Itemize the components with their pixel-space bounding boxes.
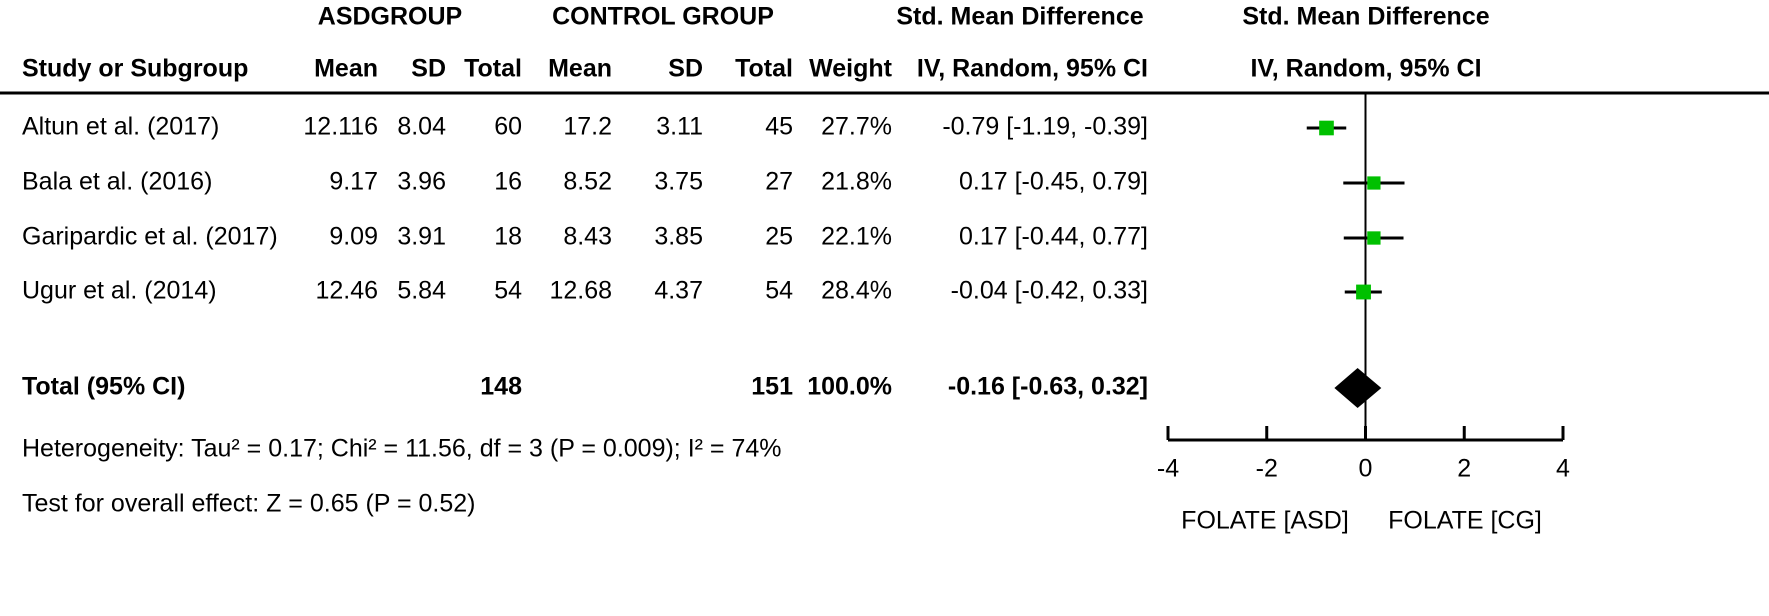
effect-square	[1367, 231, 1381, 245]
table-cell: -0.04 [-0.42, 0.33]	[951, 277, 1148, 305]
x-tick-label: -2	[1256, 455, 1278, 483]
column-header: Total	[735, 55, 793, 83]
x-axis-label: FOLATE [ASD]	[1181, 507, 1349, 535]
column-header: SD	[411, 55, 446, 83]
table-cell: 3.96	[397, 168, 446, 196]
effect-square	[1319, 120, 1334, 136]
table-cell: 12.46	[315, 277, 378, 305]
table-cell: 27.7%	[821, 113, 892, 141]
table-cell: -0.79 [-1.19, -0.39]	[942, 113, 1148, 141]
table-cell: 3.85	[654, 223, 703, 251]
table-cell: 148	[480, 373, 522, 401]
x-tick-label: 0	[1359, 455, 1373, 483]
table-cell: 54	[494, 277, 522, 305]
table-cell: 12.116	[303, 113, 378, 141]
table-cell: 9.17	[329, 168, 378, 196]
overall-effect: Test for overall effect: Z = 0.65 (P = 0…	[22, 490, 475, 518]
table-cell: 21.8%	[821, 168, 892, 196]
table-cell: 22.1%	[821, 223, 892, 251]
column-header: Weight	[809, 55, 893, 83]
table-cell: 18	[494, 223, 522, 251]
group-header: ASDGROUP	[318, 3, 462, 31]
group-header: Std. Mean Difference	[896, 3, 1143, 31]
table-cell: 3.91	[397, 223, 446, 251]
table-cell: 28.4%	[821, 277, 892, 305]
summary-diamond	[1334, 368, 1382, 408]
table-cell: 9.09	[329, 223, 378, 251]
column-header: IV, Random, 95% CI	[917, 55, 1148, 83]
table-cell: Altun et al. (2017)	[22, 113, 219, 141]
column-header: Study or Subgroup	[22, 55, 248, 83]
table-cell: -0.16 [-0.63, 0.32]	[948, 373, 1148, 401]
heterogeneity: Heterogeneity: Tau² = 0.17; Chi² = 11.56…	[22, 435, 782, 463]
x-tick-label: -4	[1157, 455, 1179, 483]
table-cell: Garipardic et al. (2017)	[22, 223, 278, 251]
column-header: Mean	[548, 55, 612, 83]
table-cell: 4.37	[654, 277, 703, 305]
table-cell: 27	[765, 168, 793, 196]
column-header: Total	[464, 55, 522, 83]
column-header: IV, Random, 95% CI	[1250, 55, 1481, 83]
table-cell: 54	[765, 277, 793, 305]
table-cell: 8.52	[563, 168, 612, 196]
x-tick-label: 4	[1556, 455, 1570, 483]
table-cell: Ugur et al. (2014)	[22, 277, 217, 305]
column-header: SD	[668, 55, 703, 83]
table-cell: 17.2	[563, 113, 612, 141]
column-header: Mean	[314, 55, 378, 83]
table-cell: 25	[765, 223, 793, 251]
table-cell: 3.75	[654, 168, 703, 196]
table-cell: 8.43	[563, 223, 612, 251]
table-cell: 151	[751, 373, 793, 401]
table-cell: 5.84	[397, 277, 446, 305]
table-cell: 45	[765, 113, 793, 141]
effect-square	[1356, 284, 1371, 300]
x-tick-label: 2	[1457, 455, 1471, 483]
table-cell: 3.11	[656, 113, 703, 141]
group-header: CONTROL GROUP	[552, 3, 774, 31]
x-axis-label: FOLATE [CG]	[1388, 507, 1542, 535]
table-cell: 100.0%	[807, 373, 892, 401]
group-header: Std. Mean Difference	[1242, 3, 1489, 31]
table-cell: 0.17 [-0.44, 0.77]	[959, 223, 1148, 251]
effect-square	[1367, 176, 1381, 190]
table-cell: 12.68	[549, 277, 612, 305]
table-cell: 8.04	[397, 113, 446, 141]
table-cell: 0.17 [-0.45, 0.79]	[959, 168, 1148, 196]
table-cell: 60	[494, 113, 522, 141]
table-cell: Total (95% CI)	[22, 373, 185, 401]
table-cell: 16	[494, 168, 522, 196]
table-cell: Bala et al. (2016)	[22, 168, 212, 196]
